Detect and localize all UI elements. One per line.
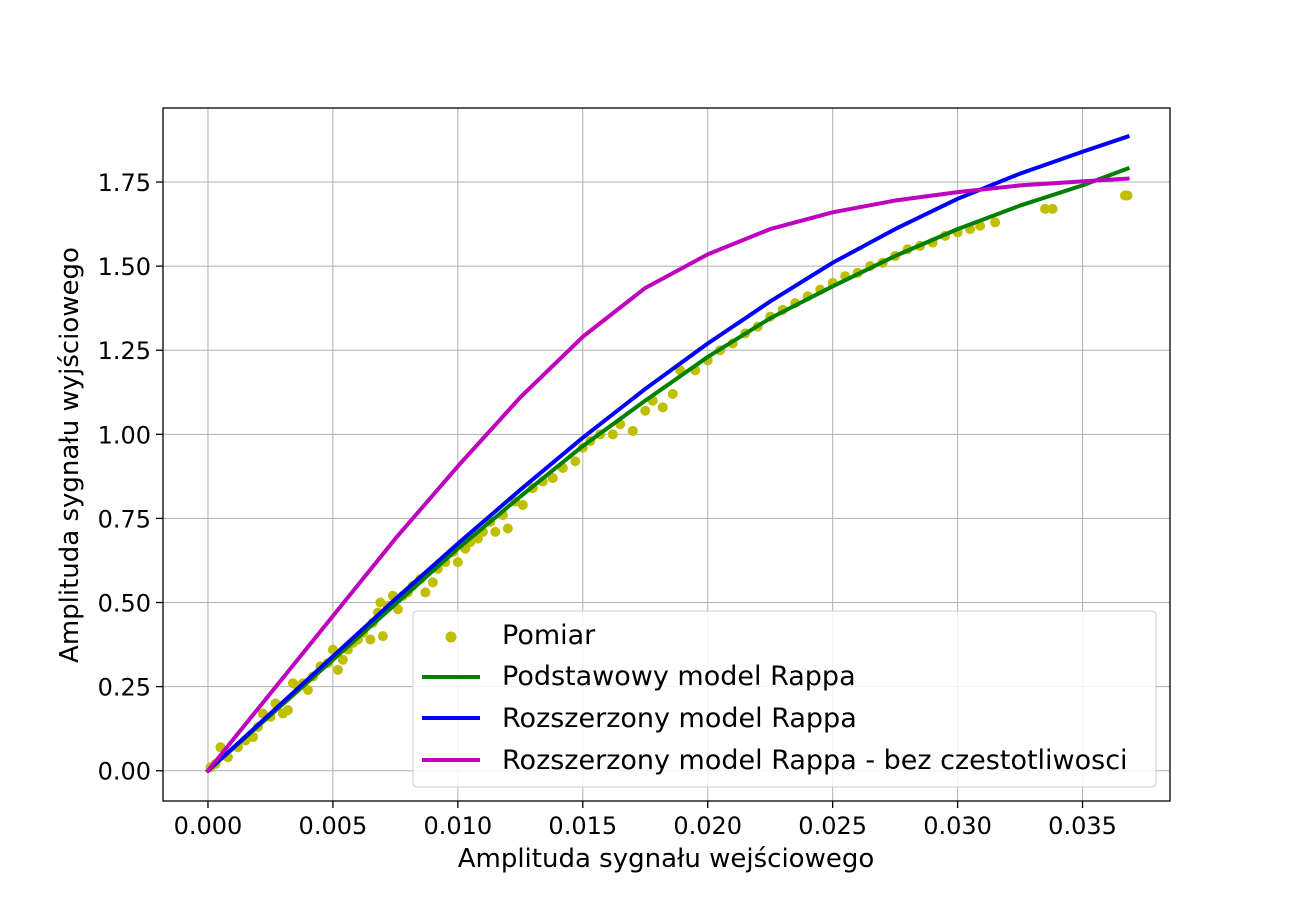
legend-marker-measurement <box>445 631 457 643</box>
measurement-point <box>452 557 463 568</box>
measurement-point <box>1047 203 1058 214</box>
y-axis-label: Amplituda sygnału wyjściowego <box>55 247 85 663</box>
x-tick-label: 0.030 <box>923 812 992 840</box>
y-tick-label: 1.00 <box>98 421 151 449</box>
y-tick-label: 0.50 <box>98 590 151 618</box>
axis-ticks: 0.000 0.005 0.010 0.015 0.020 0.025 0.030 0.035… <box>98 169 1117 840</box>
y-tick-label: 1.75 <box>98 169 151 197</box>
measurement-point <box>640 405 651 416</box>
x-tick-label: 0.025 <box>798 812 867 840</box>
x-tick-label: 0.015 <box>548 812 617 840</box>
measurement-point <box>607 429 618 440</box>
legend-label-measurement: Pomiar <box>502 620 596 651</box>
legend-box <box>412 610 1157 788</box>
measurement-point <box>627 425 638 436</box>
legend: Pomiar Podstawowy model Rappa Rozszerzon… <box>412 610 1157 788</box>
line-extended-model <box>205 134 1131 774</box>
measurement-point <box>365 634 376 645</box>
line-extended-model-no-freq <box>205 176 1130 774</box>
measurement-point <box>420 587 431 598</box>
x-tick-label: 0.010 <box>423 812 492 840</box>
line-basic-model <box>205 165 1131 774</box>
x-tick-label: 0.035 <box>1048 812 1117 840</box>
measurement-point <box>517 499 528 510</box>
measurement-point <box>282 705 293 716</box>
y-tick-label: 0.25 <box>98 674 151 702</box>
measurement-point <box>1040 203 1051 214</box>
measurement-point <box>667 388 678 399</box>
measurement-point <box>657 402 668 413</box>
measurement-point <box>427 577 438 588</box>
x-tick-label: 0.005 <box>299 812 368 840</box>
y-tick-label: 1.50 <box>98 253 151 281</box>
measurement-point <box>502 523 513 534</box>
legend-label-basic: Podstawowy model Rappa <box>502 661 856 692</box>
measurement-point <box>570 456 581 467</box>
measurement-point <box>990 217 1001 228</box>
legend-label-extended-no-freq: Rozszerzony model Rappa - bez czestotliw… <box>502 745 1128 776</box>
measurement-point <box>375 597 386 608</box>
plot-area <box>205 134 1133 774</box>
measurement-point <box>1122 190 1133 201</box>
measurement-point <box>302 684 313 695</box>
x-tick-label: 0.000 <box>174 812 243 840</box>
x-tick-label: 0.020 <box>673 812 742 840</box>
y-tick-label: 0.00 <box>98 758 151 786</box>
measurement-point <box>547 473 558 484</box>
x-axis-label: Amplituda sygnału wejściowego <box>458 844 875 874</box>
legend-label-extended: Rozszerzony model Rappa <box>502 703 857 734</box>
y-tick-label: 0.75 <box>98 505 151 533</box>
measurement-point <box>490 526 501 537</box>
measurement-point <box>332 664 343 675</box>
measurement-point <box>337 654 348 665</box>
y-tick-label: 1.25 <box>98 337 151 365</box>
plot-frame <box>162 107 1171 802</box>
measurement-point <box>377 631 388 642</box>
